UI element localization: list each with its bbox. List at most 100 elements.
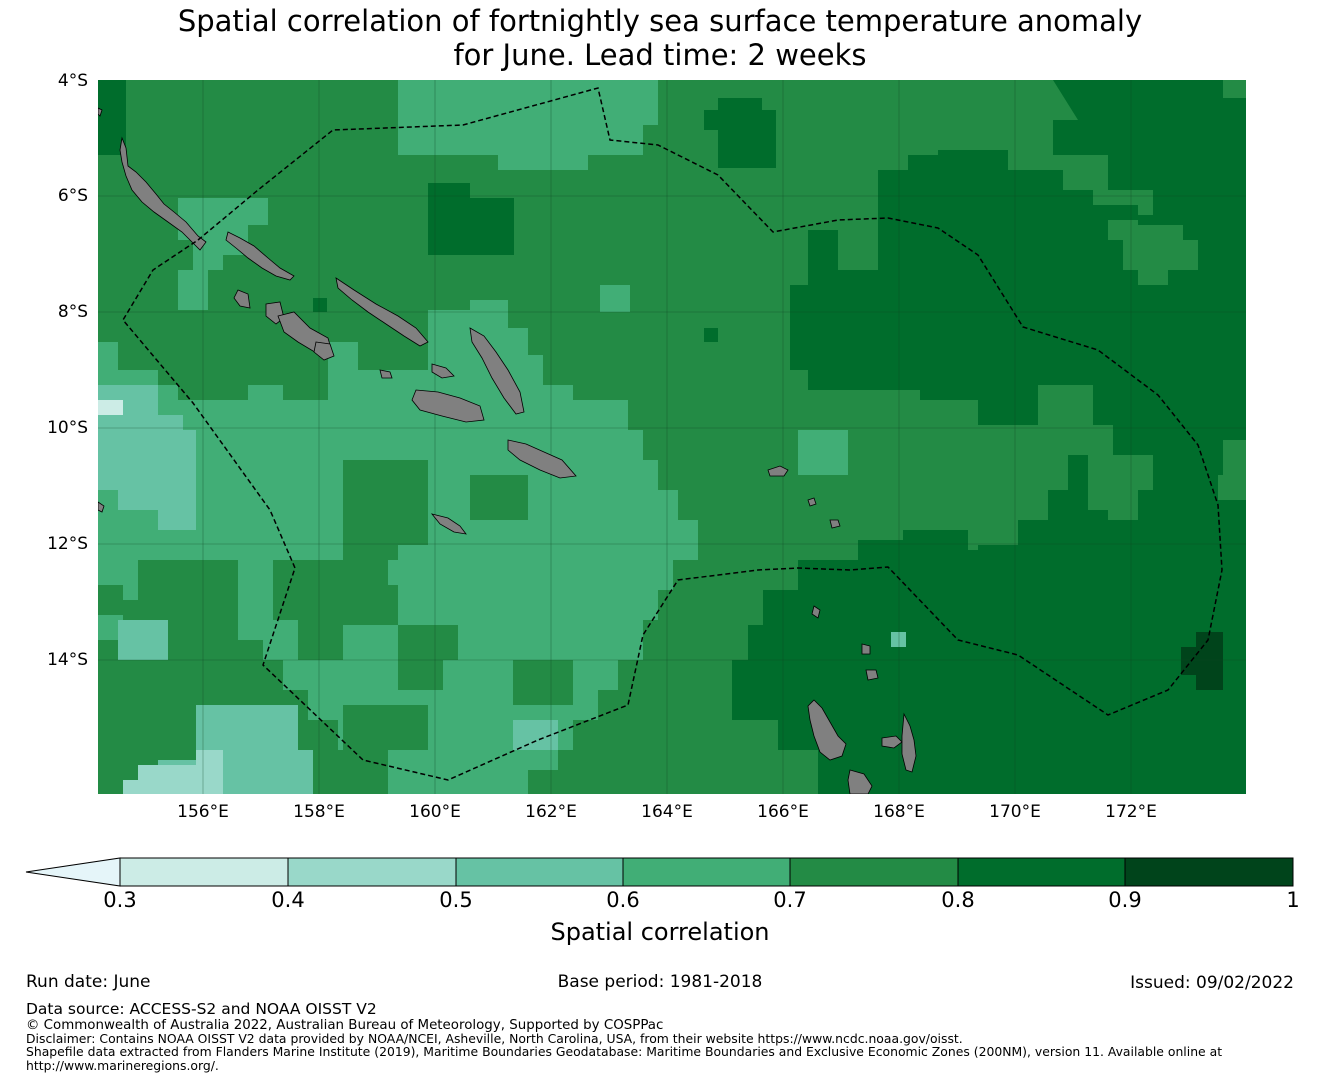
vangunu-island xyxy=(313,341,335,361)
lon-label-162e: 162°E xyxy=(525,802,577,822)
torres-islands xyxy=(811,605,821,619)
dark-region-nw xyxy=(98,80,126,155)
band-0.7-0.8-sw xyxy=(198,460,573,750)
title-line-2: for June. Lead time: 2 weeks xyxy=(453,38,867,72)
dark-cell-w xyxy=(313,298,327,312)
lon-label-166e: 166°E xyxy=(757,802,809,822)
title-line-1: Spatial correlation of fortnightly sea s… xyxy=(177,4,1143,38)
lon-label-164e: 164°E xyxy=(641,802,693,822)
mid-patch-edge xyxy=(1218,440,1246,500)
dark-cell-e xyxy=(1153,575,1167,589)
sw-patch-b xyxy=(343,460,428,560)
disclaimer: Disclaimer: Contains NOAA OISST V2 data … xyxy=(26,1031,963,1046)
colorbar-tick-1: 1 xyxy=(1286,888,1300,912)
colorbar-bin-0.3-0.4 xyxy=(120,858,288,886)
colorbar-bin-0.9-1 xyxy=(1125,858,1293,886)
sw-patch-f xyxy=(343,705,428,750)
band-0.3-0.4 xyxy=(98,400,123,415)
light-region-sw xyxy=(118,620,168,660)
russell-islands xyxy=(379,369,393,379)
map-title: Spatial correlation of fortnightly sea s… xyxy=(0,4,1320,72)
colorbar-under-arrow xyxy=(25,857,121,887)
colorbar-tick-0.8: 0.8 xyxy=(941,888,975,912)
pale-region-south xyxy=(123,750,223,794)
dark-region-north xyxy=(428,183,514,255)
run-date: Run date: June xyxy=(26,972,151,992)
mid-patch-small xyxy=(958,445,988,460)
colorbar-tick-0.7: 0.7 xyxy=(773,888,807,912)
light-region-small xyxy=(513,720,558,750)
issued-date: Issued: 09/02/2022 xyxy=(1130,973,1294,993)
shapefile-credit-line2: http://www.marineregions.org/. xyxy=(26,1058,219,1073)
lat-label-4s: 4°S xyxy=(57,71,88,91)
choiseul-island xyxy=(225,231,295,281)
copyright: © Commonwealth of Australia 2022, Austra… xyxy=(26,1018,664,1033)
palest-cell xyxy=(98,400,123,415)
lon-label-168e: 168°E xyxy=(873,802,925,822)
vella-lavella-island xyxy=(233,289,251,309)
land-masses xyxy=(98,107,917,794)
band-0.4-0.5 xyxy=(123,750,223,794)
guadalcanal-island xyxy=(411,389,485,423)
sw-patch-g xyxy=(513,660,573,705)
base-period: Base period: 1981-2018 xyxy=(557,972,763,992)
banks-islands xyxy=(861,643,871,655)
sw-patch-e xyxy=(398,625,458,690)
map-gridlines xyxy=(98,80,1246,794)
bougainville-island xyxy=(119,136,207,251)
lon-label-156e: 156°E xyxy=(177,802,229,822)
colorbar-tick-0.4: 0.4 xyxy=(271,888,305,912)
santa-isabel-island xyxy=(335,277,429,347)
colorbar-tick-0.5: 0.5 xyxy=(439,888,473,912)
west-edge-island xyxy=(98,501,105,513)
data-source: Data source: ACCESS-S2 and NOAA OISST V2 xyxy=(26,1000,377,1018)
espiritu-santo-island xyxy=(807,699,847,761)
mid-region-north xyxy=(398,80,658,170)
lon-label-170e: 170°E xyxy=(989,802,1041,822)
dark-region-n2 xyxy=(704,98,776,168)
eez-boundary xyxy=(122,87,1223,781)
lat-label-10s: 10°S xyxy=(47,418,88,438)
vanua-lava-island xyxy=(865,669,879,681)
rennell-island xyxy=(430,513,467,535)
malekula-island xyxy=(847,769,873,794)
darkest-region xyxy=(1181,632,1223,690)
malaita-island xyxy=(469,327,525,415)
colorbar-bin-0.5-0.6 xyxy=(456,858,623,886)
ambae-island xyxy=(881,735,903,749)
colorbar xyxy=(25,857,1294,887)
lat-label-6s: 6°S xyxy=(57,186,88,206)
lat-label-12s: 12°S xyxy=(47,534,88,554)
colorbar-bin-0.4-0.5 xyxy=(288,858,456,886)
correlation-map xyxy=(98,80,1246,794)
santa-cruz-island xyxy=(767,465,789,477)
mid-patch-ne xyxy=(1123,225,1198,285)
light-cell xyxy=(891,632,906,647)
dark-cell-small xyxy=(704,328,718,342)
lat-label-14s: 14°S xyxy=(47,650,88,670)
sw-patch-d xyxy=(273,560,398,660)
sw-patch-c xyxy=(470,475,528,520)
lon-label-158e: 158°E xyxy=(293,802,345,822)
shapefile-credit-line1: Shapefile data extracted from Flanders M… xyxy=(26,1044,1223,1059)
colorbar-dividers xyxy=(287,858,1126,886)
nw-edge-island xyxy=(98,107,103,117)
colorbar-outline xyxy=(119,857,1294,887)
mid-region-edge xyxy=(98,615,123,640)
mid-region-island xyxy=(798,430,848,475)
colorbar-tick-0.6: 0.6 xyxy=(606,888,640,912)
colorbar-bin-0.7-0.8 xyxy=(790,858,958,886)
colorbar-label: Spatial correlation xyxy=(550,918,770,946)
reef-islands xyxy=(807,497,817,507)
band-0.7-0.8-patches xyxy=(958,225,1246,520)
colorbar-bin-0.8-0.9 xyxy=(958,858,1125,886)
sw-patch-a xyxy=(198,560,238,620)
mid-region-small xyxy=(600,285,630,312)
florida-islands xyxy=(431,363,455,379)
light-region-west xyxy=(98,385,196,530)
band-0.9-1 xyxy=(1181,632,1223,690)
utupua-island xyxy=(829,519,841,529)
lon-label-172e: 172°E xyxy=(1105,802,1157,822)
mid-patch-east xyxy=(1038,385,1153,520)
mid-region-nw xyxy=(178,198,268,310)
